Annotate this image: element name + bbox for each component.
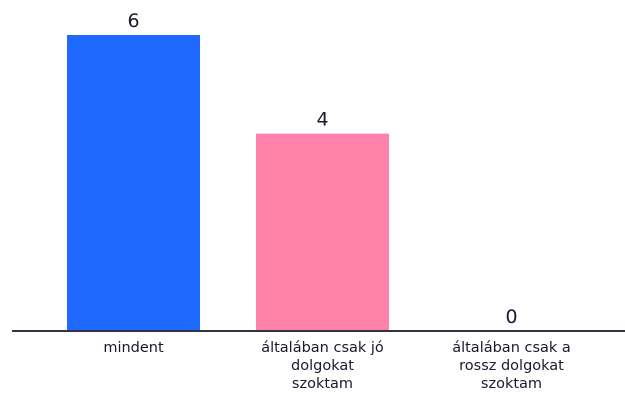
category-label-1-line-2: szoktam (292, 376, 353, 392)
category-label-1-line-0: általában csak jó (261, 340, 384, 356)
bars-group (67, 35, 389, 331)
bar-1 (256, 133, 389, 331)
category-label-2-line-0: általában csak a (452, 340, 571, 356)
category-label-2-line-2: szoktam (481, 376, 542, 392)
category-label-0-line-0: mindent (103, 340, 164, 356)
value-labels-group: 6 4 0 (127, 10, 517, 328)
category-labels-group: mindent általában csak jó dolgokat szoktam á… (103, 340, 570, 392)
value-label-1: 4 (316, 109, 328, 131)
category-label-2-line-1: rossz dolgokat (459, 358, 564, 374)
value-label-2: 0 (505, 306, 517, 328)
value-label-0: 6 (127, 10, 139, 32)
bar-0 (67, 35, 200, 331)
category-label-1-line-1: dolgokat (291, 358, 354, 374)
